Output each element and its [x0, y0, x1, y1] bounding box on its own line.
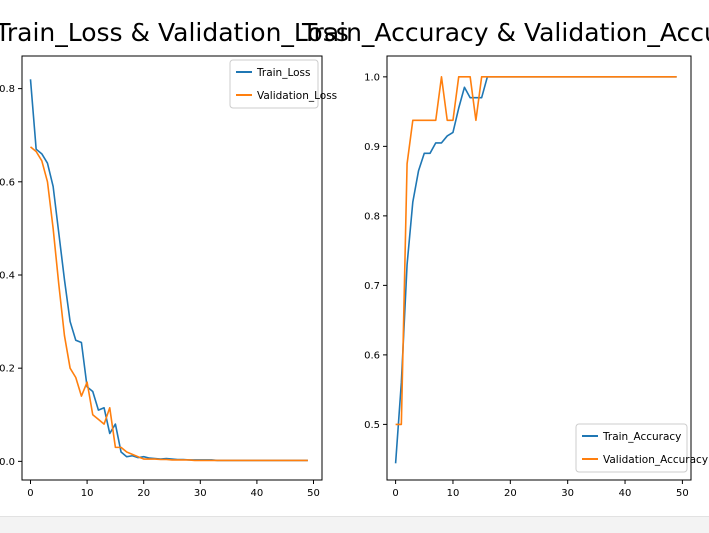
- accuracy-legend-label-validation: Validation_Accuracy: [603, 454, 708, 466]
- accuracy-ytick-label: 0.7: [364, 281, 380, 292]
- loss-xtick-label: 0: [27, 488, 33, 499]
- loss-series-train-loss: [29, 79, 308, 462]
- loss-chart-title: Train_Loss & Validation_Loss: [0, 18, 349, 47]
- accuracy-series-validation-accuracy: [395, 76, 677, 426]
- loss-legend-label-validation: Validation_Loss: [257, 90, 337, 102]
- accuracy-xtick-label: 40: [619, 488, 632, 499]
- bottom-strip: [0, 516, 709, 533]
- accuracy-xtick-label: 50: [676, 488, 689, 499]
- accuracy-xtick-label: 20: [504, 488, 517, 499]
- accuracy-ytick-label: 1.0: [364, 72, 380, 83]
- loss-ytick-label: 0.0: [0, 457, 15, 468]
- accuracy-xtick-label: 10: [447, 488, 460, 499]
- loss-legend-label-train: Train_Loss: [256, 67, 310, 79]
- loss-xtick-label: 40: [251, 488, 264, 499]
- accuracy-xtick-label: 30: [561, 488, 574, 499]
- loss-xtick-label: 20: [137, 488, 150, 499]
- accuracy-chart-title: Train_Accuracy & Validation_Accuracy: [301, 18, 709, 47]
- loss-ytick-label: 0.4: [0, 270, 15, 281]
- loss-xtick-label: 30: [194, 488, 207, 499]
- accuracy-ytick-label: 0.5: [364, 420, 380, 431]
- accuracy-ytick-label: 0.6: [364, 350, 380, 361]
- accuracy-series-train-accuracy: [394, 76, 677, 464]
- accuracy-xtick-label: 0: [392, 488, 398, 499]
- loss-plot-frame: [21, 55, 323, 481]
- loss-xtick-label: 50: [307, 488, 320, 499]
- accuracy-chart: Train_Accuracy & Validation_Accuracy 0 10…: [301, 18, 709, 499]
- loss-ytick-label: 0.8: [0, 84, 15, 95]
- accuracy-plot-frame: [386, 55, 692, 481]
- loss-xtick-label: 10: [81, 488, 94, 499]
- accuracy-ytick-label: 0.8: [364, 211, 380, 222]
- loss-ytick-label: 0.2: [0, 364, 15, 375]
- loss-chart: Train_Loss & Validation_Loss 0 10 20 30 40 50…: [0, 18, 349, 499]
- accuracy-ytick-label: 0.9: [364, 142, 380, 153]
- loss-legend: Train_Loss Validation_Loss: [229, 59, 337, 109]
- loss-ytick-label: 0.6: [0, 177, 15, 188]
- accuracy-legend-label-train: Train_Accuracy: [602, 431, 681, 443]
- accuracy-legend: Train_Accuracy Validation_Accuracy: [575, 423, 708, 473]
- loss-series-validation-loss: [29, 146, 308, 462]
- accuracy-legend-box: [575, 423, 688, 473]
